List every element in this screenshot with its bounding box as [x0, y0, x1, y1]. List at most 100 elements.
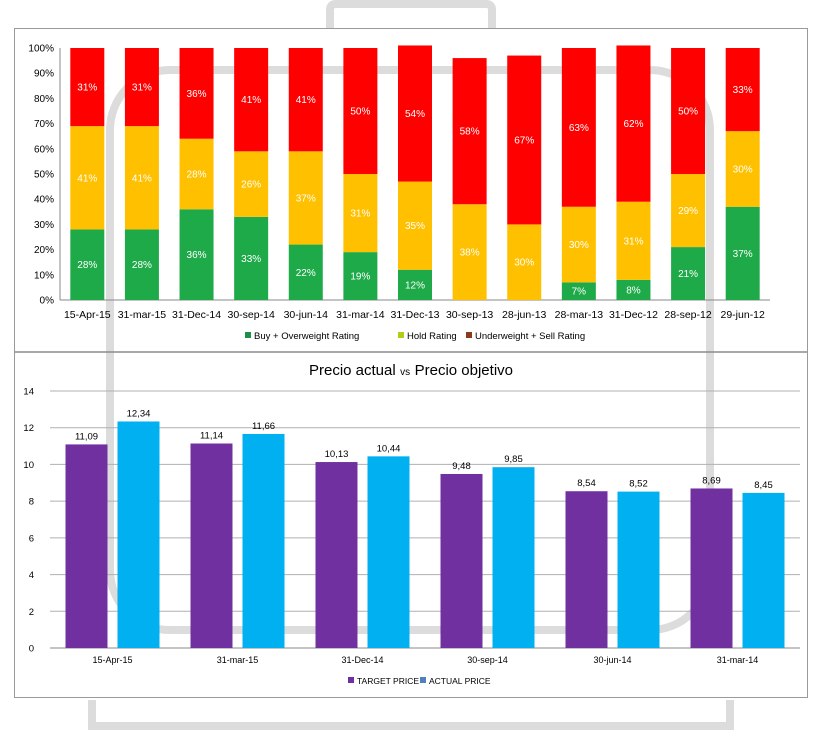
rating-data-label: 22%: [296, 268, 316, 279]
rating-data-label: 30%: [733, 164, 753, 175]
rating-legend-label: Underweight + Sell Rating: [475, 331, 585, 342]
price-data-label: 11,66: [252, 421, 275, 432]
rating-bar-segment: [452, 204, 487, 300]
rating-x-tick: 31-mar-15: [118, 309, 167, 321]
rating-x-tick: 28-mar-13: [555, 309, 604, 321]
price-data-label: 8,69: [702, 475, 721, 486]
rating-data-label: 37%: [296, 193, 316, 204]
rating-bar-segment: [343, 252, 378, 300]
price-data-label: 8,45: [754, 480, 773, 491]
rating-bar-segment: [124, 229, 159, 300]
rating-bar-segment: [124, 126, 159, 230]
rating-bar-segment: [725, 206, 760, 300]
rating-x-labels: 15-Apr-15 31-mar-15 31-Dec-14 30-sep-14 30-j…: [64, 309, 765, 321]
price-x-tick: 15-Apr-15: [92, 655, 132, 665]
rating-x-tick: 28-jun-13: [502, 309, 547, 321]
rating-bar-segment: [671, 174, 706, 248]
price-legend-swatch: [420, 677, 426, 683]
rating-data-label: 21%: [678, 269, 698, 280]
rating-bar-segment: [234, 48, 269, 152]
rating-y-tick: 100%: [28, 44, 54, 55]
rating-y-tick: 60%: [34, 144, 54, 155]
rating-bar-segment: [234, 151, 269, 217]
rating-data-label: 31%: [350, 209, 370, 220]
rating-bar-segment: [343, 48, 378, 174]
target-price-bar: [190, 443, 233, 648]
actual-price-bar: [617, 491, 660, 648]
rating-data-label: 26%: [241, 180, 261, 191]
rating-data-label: 28%: [132, 260, 152, 271]
title-part-b: Precio objetivo: [415, 362, 513, 379]
rating-legend: Buy + Overweight Rating Hold Rating Underw…: [245, 331, 585, 342]
rating-y-tick: 0%: [40, 296, 55, 307]
rating-bar-segment: [507, 224, 542, 300]
rating-data-label: 50%: [678, 107, 698, 118]
rating-x-tick: 15-Apr-15: [64, 309, 111, 321]
rating-bar-segment: [70, 48, 105, 127]
price-x-labels: 15-Apr-15 31-mar-15 31-Dec-14 30-sep-14 30-j…: [92, 655, 758, 665]
rating-y-axis: 0% 10% 20% 30% 40% 50% 60% 70% 80% 90% 100%: [28, 44, 54, 307]
rating-data-label: 50%: [350, 107, 370, 118]
rating-legend-swatch: [245, 332, 251, 338]
rating-bar-segment: [343, 174, 378, 253]
rating-x-tick: 31-Dec-13: [390, 309, 439, 321]
rating-y-tick: 40%: [34, 195, 54, 206]
rating-bar-segment: [288, 151, 323, 245]
price-chart: Precio actual vs Precio objetivo 0 2 4 6 8 10…: [23, 362, 800, 686]
rating-data-label: 58%: [460, 127, 480, 138]
price-data-label: 10,13: [325, 449, 349, 460]
price-legend-swatch: [348, 677, 354, 683]
target-price-bar: [315, 462, 358, 648]
rating-y-tick: 70%: [34, 119, 54, 130]
target-price-bar: [690, 488, 733, 648]
title-part-vs: vs: [400, 367, 410, 378]
rating-bar-segment: [124, 48, 159, 127]
rating-data-label: 30%: [569, 240, 589, 251]
rating-chart: 0% 10% 20% 30% 40% 50% 60% 70% 80% 90% 100% 28% 41%…: [28, 44, 770, 342]
rating-data-label: 41%: [296, 95, 316, 106]
handle-shape: [326, 0, 496, 28]
rating-bar-segment: [234, 216, 269, 300]
price-y-tick: 10: [23, 460, 34, 471]
price-y-tick: 4: [29, 570, 34, 581]
rating-data-label: 31%: [77, 83, 97, 94]
rating-data-label: 33%: [733, 85, 753, 96]
price-x-tick: 30-sep-14: [467, 655, 508, 665]
target-price-bar: [65, 444, 108, 648]
rating-bar-segment: [398, 45, 432, 182]
rating-y-tick: 30%: [34, 220, 54, 231]
rating-bar-segment: [507, 55, 542, 225]
rating-bar-segment: [616, 45, 651, 202]
rating-y-tick: 90%: [34, 69, 54, 80]
price-x-tick: 31-mar-14: [717, 655, 759, 665]
rating-bar-segment: [288, 244, 323, 300]
rating-data-label: 28%: [77, 260, 97, 271]
price-chart-title: Precio actual vs Precio objetivo: [309, 362, 513, 379]
actual-price-bar: [492, 467, 535, 648]
rating-x-tick: 30-jun-14: [284, 309, 329, 321]
rating-y-tick: 20%: [34, 245, 54, 256]
rating-bar-segment: [561, 282, 596, 300]
rating-bar-segment: [398, 181, 432, 270]
rating-data-label: 35%: [405, 221, 425, 232]
price-y-axis: 0 2 4 6 8 10 12 14: [23, 387, 34, 655]
rating-data-label: 41%: [77, 173, 97, 184]
rating-data-label: 31%: [623, 236, 643, 247]
rating-data-label: 62%: [623, 119, 643, 130]
rating-data-label: 54%: [405, 109, 425, 120]
rating-data-label: 63%: [569, 123, 589, 134]
rating-y-tick: 50%: [34, 170, 54, 181]
price-data-label: 10,44: [377, 443, 401, 454]
rating-data-label: 37%: [733, 249, 753, 260]
actual-price-bar: [242, 433, 285, 648]
rating-bar-segment: [288, 48, 323, 152]
actual-price-bar: [117, 421, 160, 648]
rating-bar-segment: [179, 138, 214, 210]
price-data-label: 9,48: [452, 461, 471, 472]
title-part-a: Precio actual: [309, 362, 396, 379]
rating-data-label: 41%: [241, 95, 261, 106]
actual-price-bar: [742, 492, 785, 648]
rating-bar-segment: [70, 126, 105, 230]
base-shape: [88, 700, 734, 730]
